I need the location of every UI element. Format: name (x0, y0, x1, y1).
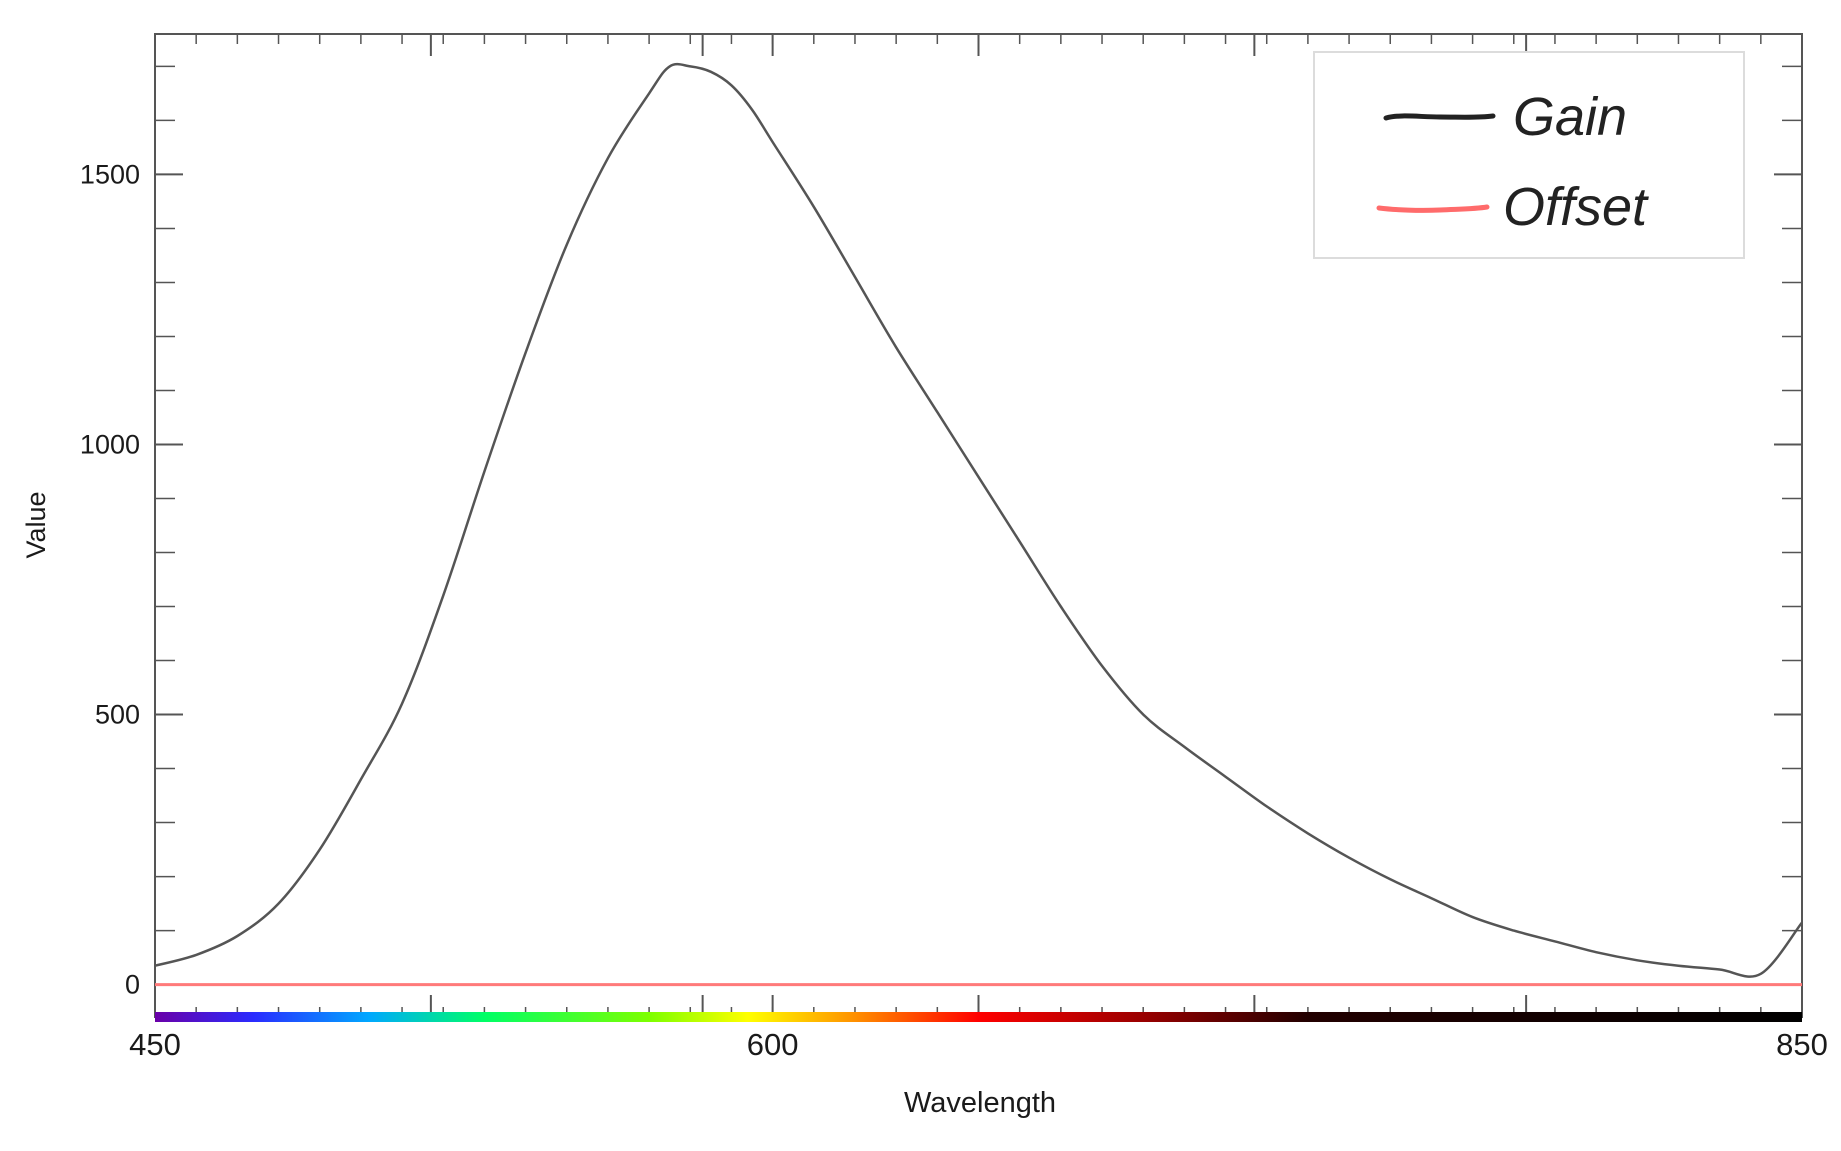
legend-label-gain: Gain (1513, 87, 1627, 147)
y-axis-title: Value (21, 491, 51, 558)
legend-label-offset: Offset (1503, 177, 1649, 237)
series-layer (154, 62, 1803, 987)
x-tick-label: 450 (129, 1027, 181, 1062)
y-tick-label: 500 (95, 700, 140, 730)
series-line-gain (154, 62, 1803, 978)
legend: Gain Offset (1313, 51, 1745, 259)
legend-box (1313, 51, 1745, 259)
spectrum-bar (155, 1012, 1802, 1022)
x-tick-label: 600 (747, 1027, 799, 1062)
y-tick-label: 1000 (80, 429, 140, 459)
legend-offset-line (1376, 204, 1490, 213)
legend-gain-line (1383, 113, 1496, 121)
y-tick-label: 0 (125, 970, 140, 1000)
labels-layer: 450 600 850 0 500 1000 1500 (80, 159, 1828, 1062)
x-axis-title: Wavelength (904, 1087, 1056, 1119)
y-tick-label: 1500 (80, 159, 140, 189)
x-tick-label: 850 (1776, 1027, 1828, 1062)
